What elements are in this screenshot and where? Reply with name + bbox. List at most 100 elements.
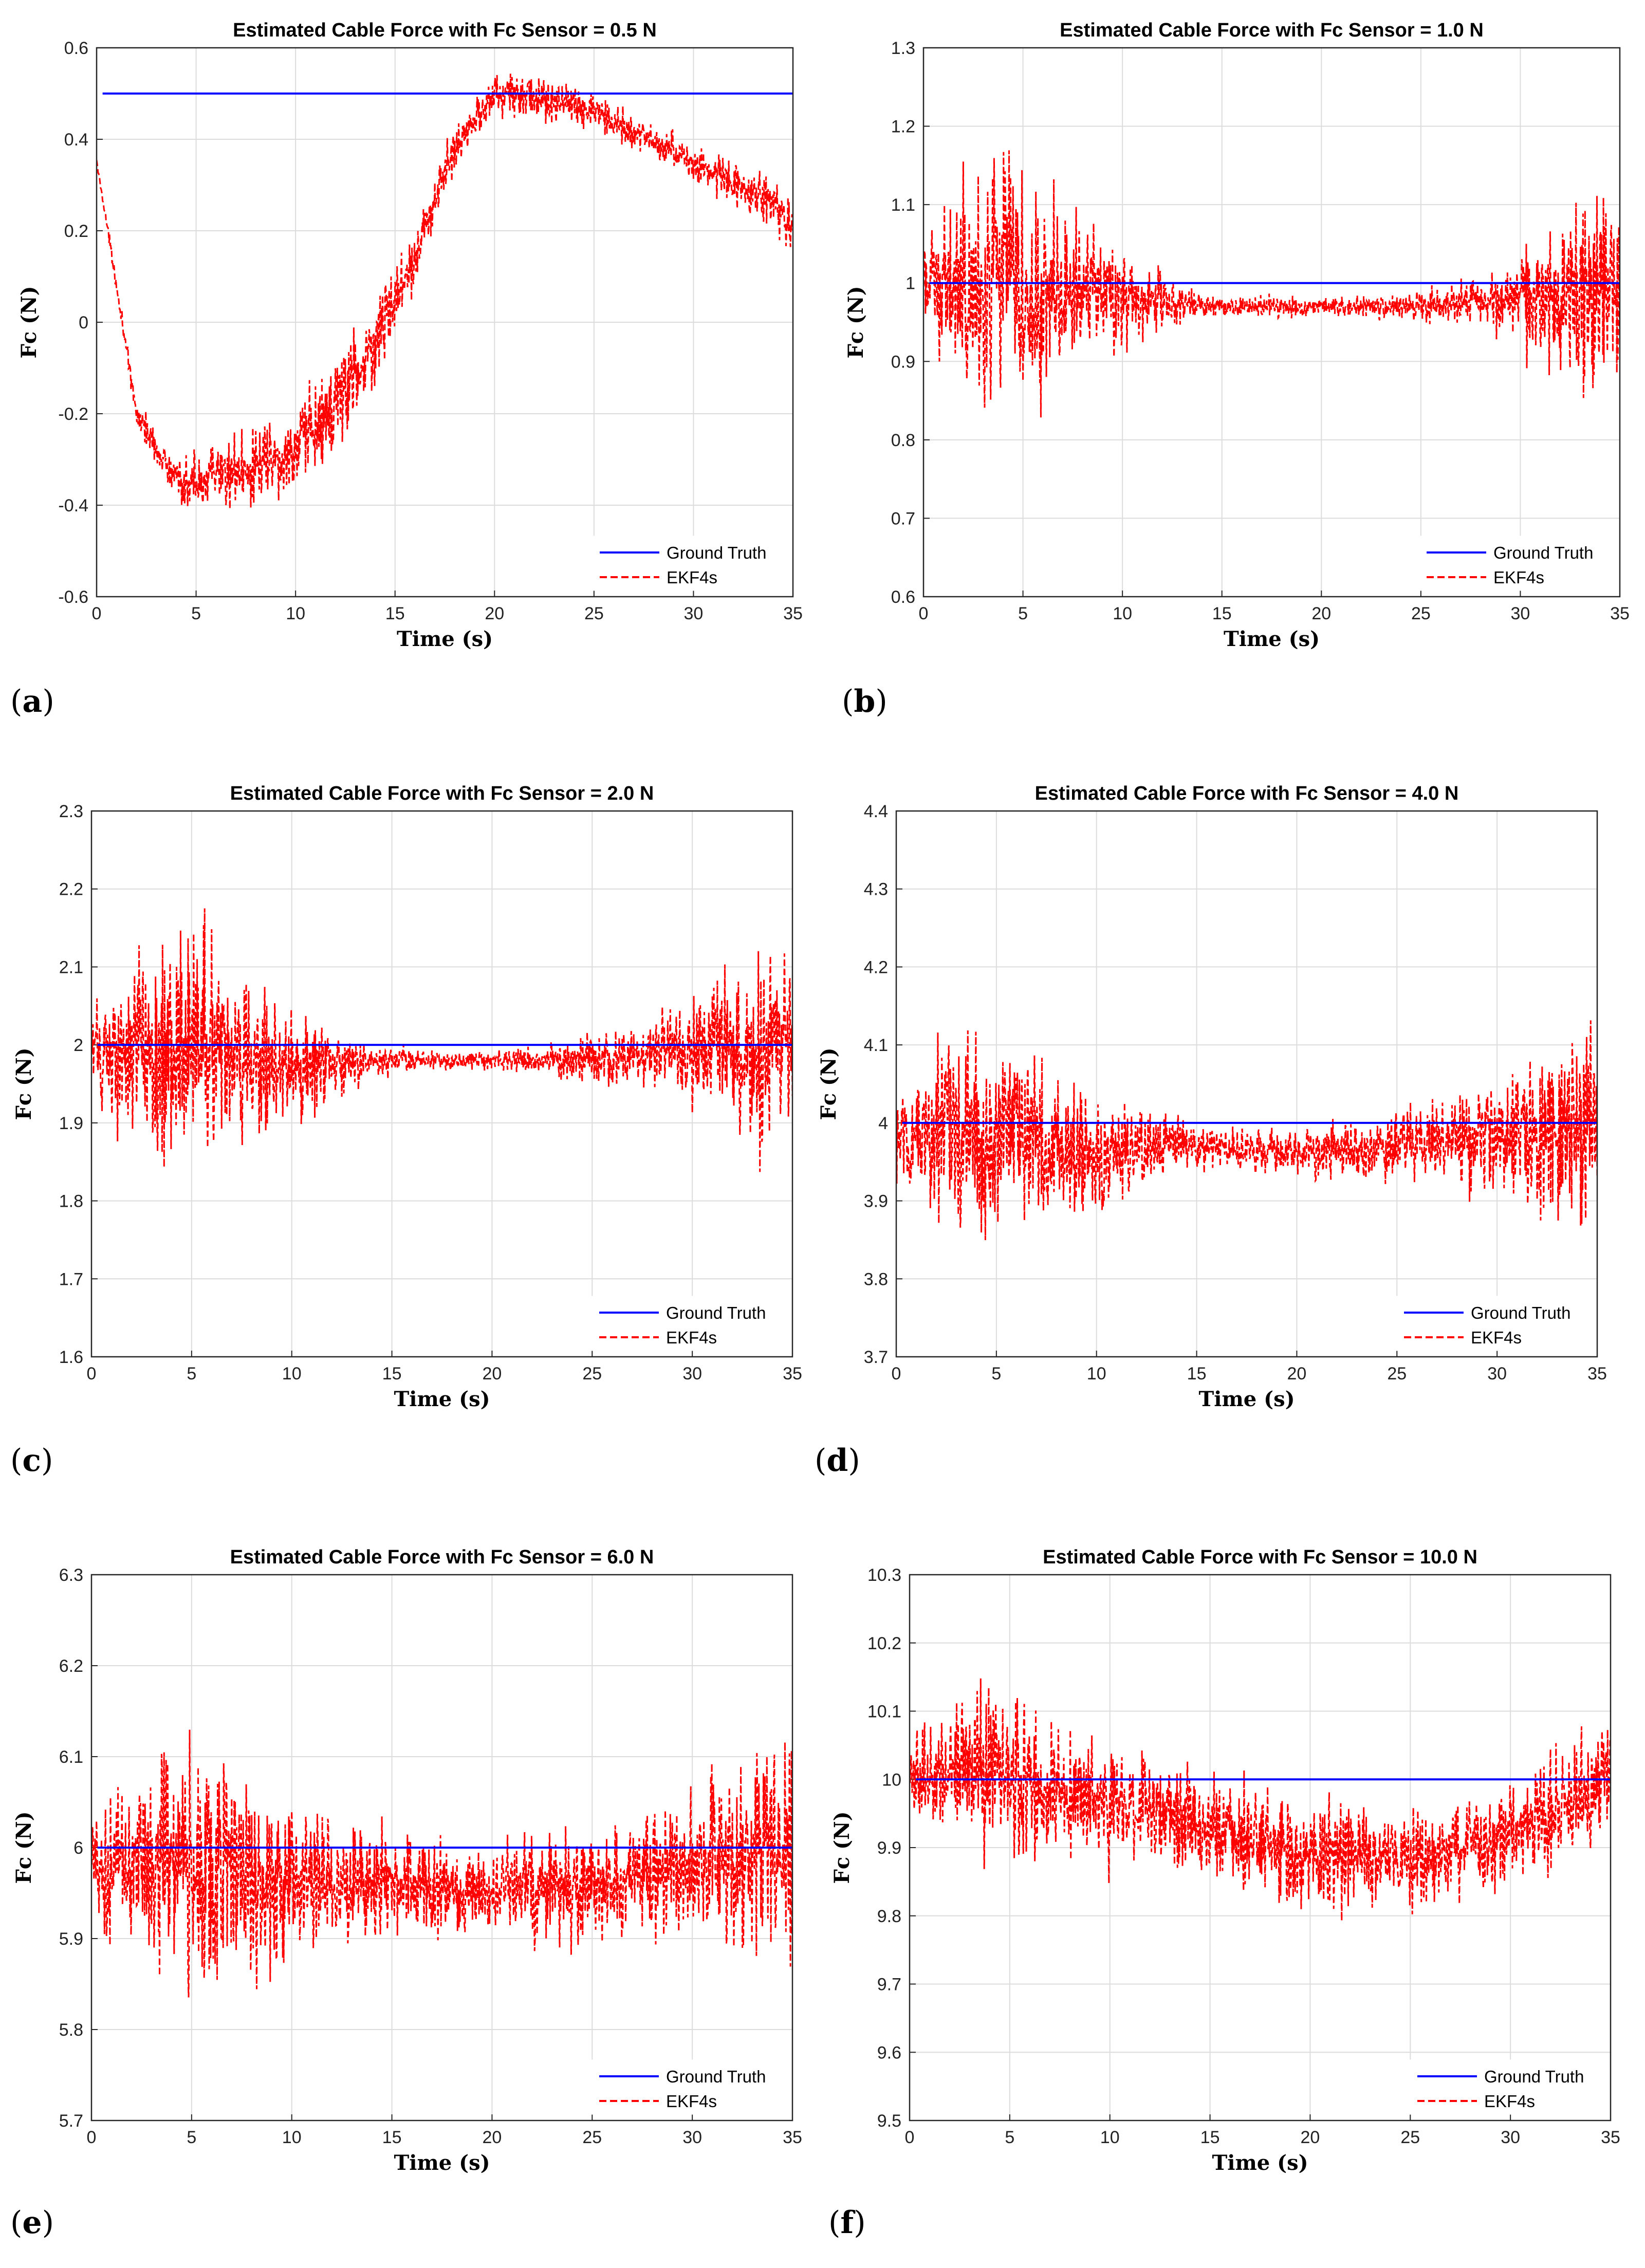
chart-title: Estimated Cable Force with Fc Sensor = 1… [1043, 1546, 1477, 1568]
x-tick-label: 30 [684, 604, 704, 623]
x-axis-label: Time (s) [394, 2151, 490, 2175]
panel-letter-char: d [826, 1443, 848, 1479]
x-tick-label: 15 [382, 2128, 402, 2147]
y-axis-label: Fc (N) [12, 1811, 36, 1884]
chart-title: Estimated Cable Force with Fc Sensor = 2… [230, 783, 654, 804]
y-tick-label: 0.6 [891, 587, 915, 607]
legend: Ground Truth EKF4s [591, 536, 787, 591]
y-tick-label: 0.2 [64, 222, 88, 241]
y-tick-label: 1 [905, 274, 915, 293]
chart-title: Estimated Cable Force with Fc Sensor = 6… [230, 1546, 654, 1568]
legend-box [1418, 536, 1614, 591]
x-tick-label: 20 [483, 2128, 502, 2147]
axes-frame [909, 1574, 1612, 2122]
x-tick-label: 5 [187, 2128, 196, 2147]
panel-letter-close-paren: ) [42, 684, 54, 720]
x-tick-label: 5 [1018, 604, 1028, 623]
y-tick-label: 1.6 [59, 1348, 83, 1367]
chart-title: Estimated Cable Force with Fc Sensor = 0… [233, 20, 657, 41]
y-axis-label: Fc (N) [12, 1047, 36, 1120]
chart-panel-f: 0 5 10 15 20 25 30 35 9.5 9.6 9.7 9.8 9.9 10 10.1 10.2 1… [828, 1546, 1620, 2241]
x-tick-label: 20 [485, 604, 504, 623]
x-tick-label: 20 [483, 1364, 502, 1384]
y-tick-label: 4.2 [864, 957, 888, 977]
x-tick-label: 10 [286, 604, 305, 623]
chart-panel-a: 0 5 10 15 20 25 30 35 -0.6 -0.4 -0.2 0 0.2 0.4 0.6 Esti… [10, 20, 803, 720]
x-tick-label: 25 [582, 2128, 602, 2147]
panel-letter-char: c [22, 1443, 41, 1479]
x-axis-label: Time (s) [394, 1387, 490, 1411]
y-tick-label: 4.1 [864, 1036, 888, 1055]
chart-title: Estimated Cable Force with Fc Sensor = 4… [1035, 783, 1459, 804]
y-tick-label: 4 [878, 1114, 888, 1133]
y-tick-label: 0.6 [64, 39, 88, 58]
legend-label: Ground Truth [1493, 543, 1593, 562]
y-tick-label: -0.2 [58, 404, 88, 424]
chart-panel-e: 0 5 10 15 20 25 30 35 5.7 5.8 5.9 6 6.1 6.2 6.3 Estimat… [10, 1546, 802, 2241]
y-tick-label: 3.7 [864, 1348, 888, 1367]
x-tick-label: 35 [783, 604, 803, 623]
y-axis-label: Fc (N) [17, 286, 41, 358]
legend: Ground Truth EKF4s [590, 2059, 787, 2115]
y-axis-label: Fc (N) [817, 1047, 841, 1120]
panel-letter: (a) [10, 684, 54, 720]
y-axis-label: Fc (N) [844, 286, 868, 358]
chart-panel-d: 0 5 10 15 20 25 30 35 3.7 3.8 3.9 4 4.1 4.2 4.3 4.4 Esti… [815, 783, 1607, 1479]
y-tick-label: 1.3 [891, 39, 915, 58]
legend-label: EKF4s [666, 2092, 717, 2111]
panel-letter-char: a [22, 684, 42, 720]
legend-box [590, 2059, 787, 2115]
x-tick-label: 35 [1601, 2128, 1620, 2147]
legend-label: EKF4s [1484, 2092, 1535, 2111]
y-tick-label: 6.3 [59, 1565, 83, 1585]
x-tick-label: 15 [1200, 2128, 1220, 2147]
y-tick-label: 0.9 [891, 352, 915, 372]
legend-label: EKF4s [666, 1328, 717, 1347]
x-tick-label: 35 [1587, 1364, 1607, 1384]
y-tick-label: 9.5 [877, 2111, 901, 2131]
x-tick-label: 30 [1511, 604, 1530, 623]
legend-label: Ground Truth [666, 1303, 766, 1322]
legend-label: EKF4s [667, 568, 717, 587]
y-tick-label: 3.8 [864, 1269, 888, 1289]
x-tick-label: 0 [892, 1364, 901, 1384]
x-tick-label: 10 [282, 2128, 302, 2147]
legend-box [590, 1296, 787, 1351]
x-tick-label: 0 [87, 2128, 97, 2147]
x-tick-label: 25 [1387, 1364, 1407, 1384]
legend: Ground Truth EKF4s [590, 1296, 787, 1351]
x-tick-label: 25 [1411, 604, 1431, 623]
x-tick-label: 15 [385, 604, 405, 623]
y-tick-label: -0.6 [58, 587, 88, 607]
y-tick-label: 9.6 [877, 2043, 901, 2062]
x-tick-label: 0 [919, 604, 929, 623]
plot-area [923, 48, 1620, 597]
x-tick-label: 35 [783, 1364, 802, 1384]
y-tick-label: 1.9 [59, 1114, 83, 1133]
x-axis-label: Time (s) [1198, 1387, 1295, 1411]
y-tick-label: 9.9 [877, 1838, 901, 1858]
panel-letter: (f) [828, 2205, 866, 2241]
x-tick-label: 35 [783, 2128, 802, 2147]
y-tick-label: 10.3 [867, 1565, 901, 1585]
legend-label: Ground Truth [666, 2067, 766, 2086]
y-tick-label: 0 [79, 313, 88, 333]
x-tick-label: 20 [1287, 1364, 1307, 1384]
x-tick-label: 0 [905, 2128, 915, 2147]
y-tick-label: 0.4 [64, 130, 88, 150]
axes-frame [90, 1574, 793, 2122]
x-tick-label: 15 [382, 1364, 402, 1384]
y-tick-label: -0.4 [58, 496, 88, 515]
panel-letter: (d) [815, 1443, 860, 1479]
panel-letter-close-paren: ) [854, 2205, 865, 2241]
axes-frame [895, 810, 1598, 1358]
legend-label: Ground Truth [1484, 2067, 1584, 2086]
y-tick-label: 1.1 [891, 195, 915, 215]
legend-label: Ground Truth [1471, 1303, 1570, 1322]
x-tick-label: 30 [1501, 2128, 1520, 2147]
y-tick-label: 10 [882, 1770, 901, 1790]
x-tick-label: 15 [1212, 604, 1232, 623]
axes-frame [922, 47, 1621, 598]
y-tick-label: 9.7 [877, 1975, 901, 1995]
x-tick-label: 25 [582, 1364, 602, 1384]
